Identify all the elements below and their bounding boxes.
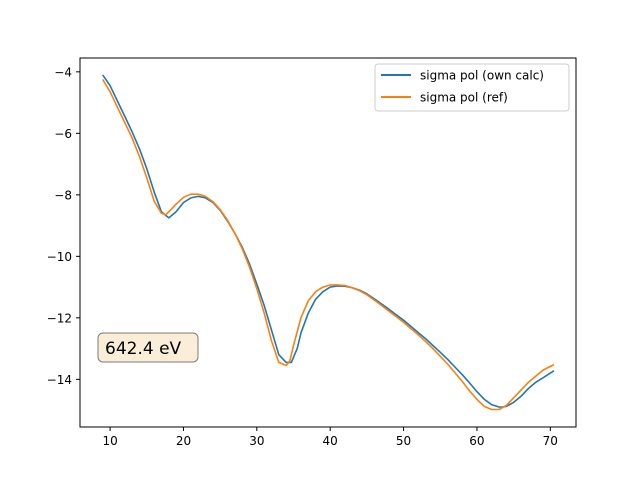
y-tick-label: −12 [47, 311, 72, 325]
y-tick-label: −10 [47, 250, 72, 264]
x-tick-label: 40 [323, 434, 338, 448]
y-tick-label: −14 [47, 373, 72, 387]
energy-annotation: 642.4 eV [97, 332, 199, 363]
series-line-ref [102, 79, 555, 411]
annotation-box [97, 332, 199, 363]
x-tick-label: 70 [543, 434, 558, 448]
plot-area [80, 58, 576, 427]
x-tick-label: 50 [396, 434, 411, 448]
y-tick-label: −6 [54, 127, 72, 141]
x-tick-label: 20 [176, 434, 191, 448]
series-line-own-calc [102, 74, 555, 408]
legend-label-ref: sigma pol (ref) [420, 91, 508, 105]
x-tick-label: 30 [249, 434, 264, 448]
series-layer [102, 74, 555, 411]
legend-box [374, 63, 570, 112]
legend-label-own-calc: sigma pol (own calc) [420, 69, 544, 83]
x-tick-label: 10 [102, 434, 117, 448]
tick-layer: 10 20 30 40 50 60 70 −4 −6 −8 −10 −12 −14 [47, 65, 558, 448]
x-tick-label: 60 [469, 434, 484, 448]
annotation-text: 642.4 eV [105, 339, 182, 359]
y-tick-label: −8 [54, 188, 72, 202]
legend: sigma pol (own calc) sigma pol (ref) [374, 63, 570, 112]
y-tick-label: −4 [54, 65, 72, 79]
axes-frame [79, 57, 577, 428]
